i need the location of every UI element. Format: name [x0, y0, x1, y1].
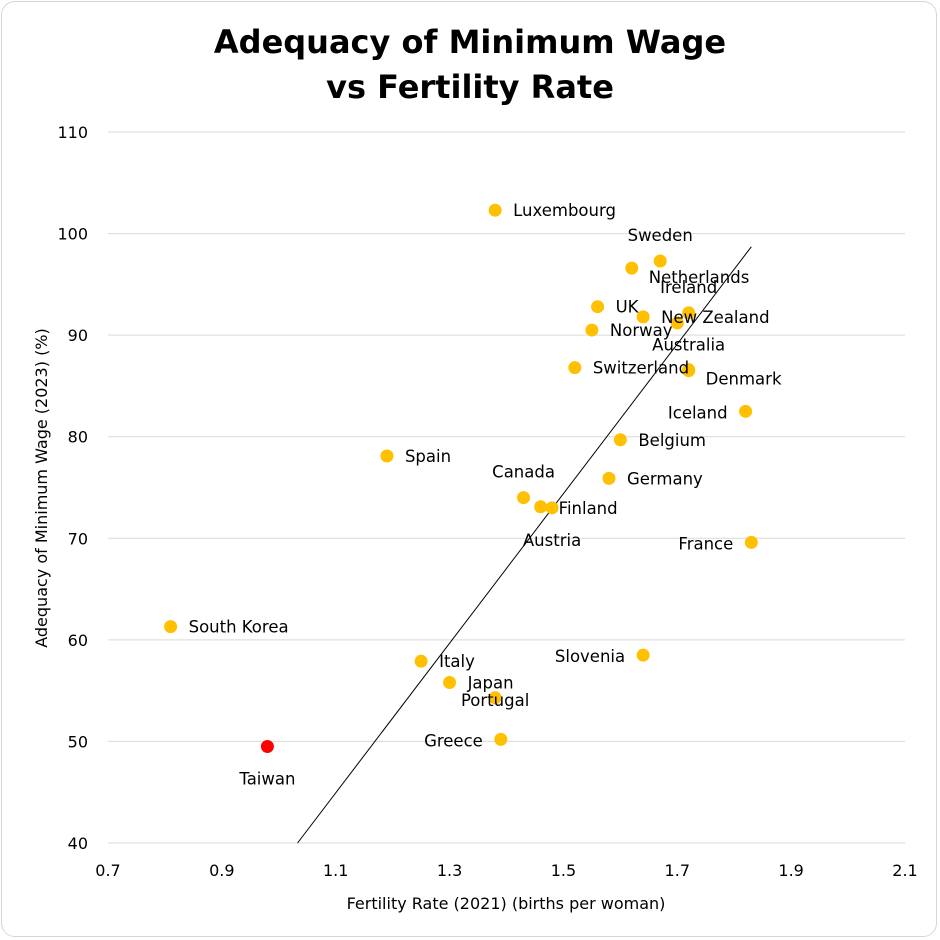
x-tick-label: 1.3	[437, 861, 462, 880]
point-label: Finland	[559, 499, 618, 518]
data-point	[443, 676, 457, 690]
point-label: South Korea	[189, 618, 289, 637]
x-tick-labels: 0.7 0.9 1.1 1.3 1.5 1.7 1.9 2.1	[95, 861, 917, 880]
point-label: France	[678, 534, 733, 553]
point-label: Slovenia	[555, 647, 625, 666]
data-point	[494, 732, 508, 746]
y-tick-labels: 40 50 60 70 80 90 100 110	[57, 123, 88, 853]
point-label: Germany	[627, 469, 703, 488]
point-label: Spain	[405, 447, 451, 466]
x-tick-label: 1.1	[323, 861, 348, 880]
data-point	[653, 254, 667, 268]
point-label: Denmark	[706, 370, 782, 389]
y-tick-label: 50	[68, 732, 88, 751]
data-point	[625, 261, 639, 275]
data-point	[517, 491, 531, 505]
point-label: UK	[616, 298, 640, 317]
y-tick-label: 80	[68, 428, 88, 447]
x-tick-label: 2.1	[892, 861, 917, 880]
data-point	[545, 501, 559, 515]
point-label: New Zealand	[661, 308, 769, 327]
data-point	[670, 316, 684, 330]
data-point	[568, 361, 582, 375]
point-label: Switzerland	[593, 359, 689, 378]
gridlines	[108, 131, 905, 844]
y-tick-label: 110	[57, 123, 88, 142]
data-point	[164, 620, 178, 634]
y-tick-label: 40	[68, 834, 88, 853]
point-label: Sweden	[628, 226, 693, 245]
data-point	[682, 306, 696, 320]
point-label: Australia	[652, 336, 725, 355]
data-point	[613, 433, 627, 447]
point-label: Iceland	[668, 403, 728, 422]
y-tick-label: 70	[68, 529, 88, 548]
point-label: Taiwan	[238, 770, 295, 789]
data-point	[602, 471, 616, 485]
highlighted-data-point	[260, 740, 274, 754]
chart-title-line-1: Adequacy of Minimum Wage	[214, 23, 726, 61]
chart-title-line-2: vs Fertility Rate	[326, 68, 614, 106]
x-axis-label: Fertility Rate (2021) (births per woman)	[347, 894, 666, 913]
y-tick-label: 60	[68, 631, 88, 650]
data-point	[636, 310, 650, 324]
x-tick-label: 1.5	[551, 861, 576, 880]
data-points	[164, 203, 758, 754]
point-label: Canada	[492, 463, 555, 482]
data-point	[488, 203, 502, 217]
x-tick-label: 1.7	[665, 861, 690, 880]
x-tick-label: 1.9	[778, 861, 803, 880]
point-label: Portugal	[461, 691, 529, 710]
data-point	[585, 323, 599, 337]
point-label: Belgium	[638, 431, 706, 450]
point-label: Austria	[523, 531, 581, 550]
point-label: Italy	[439, 652, 475, 671]
data-point	[682, 363, 696, 377]
point-label: Ireland	[660, 278, 717, 297]
y-axis-label: Adequacy of Minimum Wage (2023) (%)	[32, 328, 51, 648]
point-label: Greece	[424, 731, 483, 750]
point-label: Luxembourg	[513, 201, 616, 220]
data-point	[414, 654, 428, 668]
y-tick-label: 100	[57, 225, 88, 244]
x-tick-label: 0.7	[95, 861, 120, 880]
data-point	[739, 404, 753, 418]
data-point	[591, 300, 605, 314]
data-point	[380, 449, 394, 463]
trendline-layer	[297, 246, 752, 844]
trendline	[297, 246, 752, 844]
data-point	[744, 535, 758, 549]
x-tick-label: 0.9	[209, 861, 234, 880]
data-point	[488, 691, 502, 705]
point-label: Netherlands	[649, 268, 750, 287]
point-label: Norway	[610, 321, 673, 340]
data-point	[534, 500, 548, 514]
point-label: Japan	[467, 674, 514, 693]
y-tick-label: 90	[68, 326, 88, 345]
data-point	[636, 648, 650, 662]
